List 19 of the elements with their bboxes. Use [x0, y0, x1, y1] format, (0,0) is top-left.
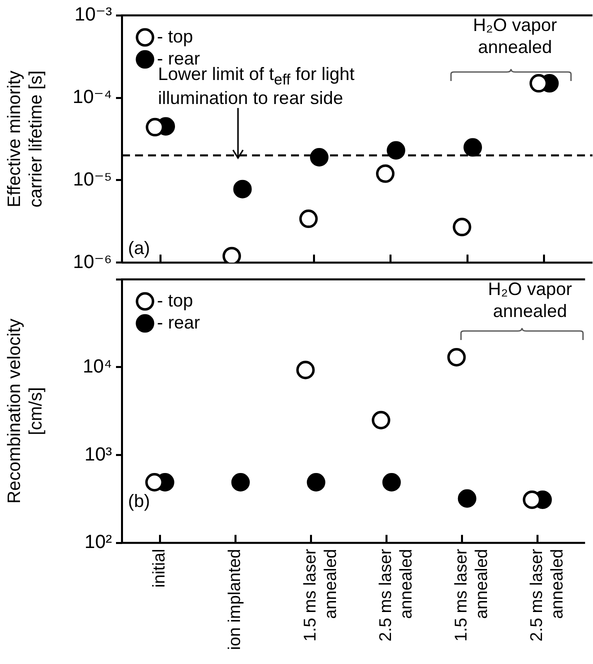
y-tick-label: 10⁻⁵ — [72, 169, 112, 190]
y-tick-label: 10³ — [84, 444, 112, 466]
y-tick-label: 10² — [84, 532, 112, 554]
y-tick-label: 10⁻³ — [74, 4, 112, 26]
annotation: (b) — [128, 490, 151, 512]
legend-label: - top — [157, 26, 194, 46]
x-tick-label: initial — [149, 548, 168, 588]
annotation: H₂O vapor annealed — [486, 278, 573, 322]
annotation: H₂O vapor annealed — [472, 14, 558, 58]
x-tick-label: 1.5 ms laser annealed — [300, 548, 340, 642]
x-tick-label: ion implanted — [224, 548, 244, 650]
y-axis-title: Effective minority carrier lifetime [s] — [4, 70, 46, 208]
y-tick-label: 10⁴ — [82, 356, 112, 378]
annotation: (a) — [128, 237, 151, 259]
legend-label: - top — [157, 290, 194, 310]
legend-label: - rear — [157, 312, 200, 332]
y-tick-label: 10⁻⁴ — [72, 87, 112, 108]
y-tick-label: 10⁻⁶ — [73, 252, 112, 273]
y-axis-title: Recombination velocity [cm/s] — [4, 318, 46, 504]
